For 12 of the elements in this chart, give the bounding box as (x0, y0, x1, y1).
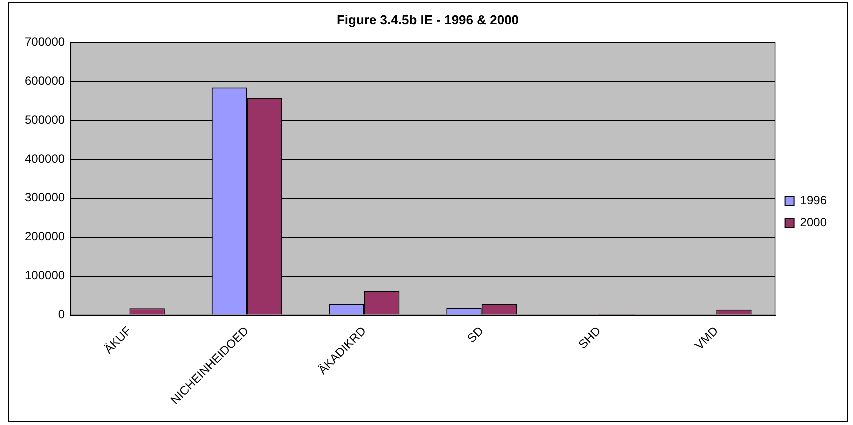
y-tick-label: 300000 (24, 190, 66, 205)
y-tick-label: 200000 (24, 230, 66, 244)
y-tick-label: 400000 (24, 152, 66, 166)
y-tick-label: 100000 (24, 268, 66, 283)
y-tick-label: 500000 (24, 112, 66, 127)
y-tick-label: 600000 (24, 74, 66, 88)
legend-label: 2000 (800, 215, 828, 230)
y-tick-label: 0 (58, 308, 66, 322)
y-tick-label: 700000 (24, 34, 66, 49)
chart-title: Figure 3.4.5b IE - 1996 & 2000 (336, 12, 520, 28)
x-tick-label: SD (464, 324, 487, 346)
legend-label: 1996 (800, 193, 828, 208)
